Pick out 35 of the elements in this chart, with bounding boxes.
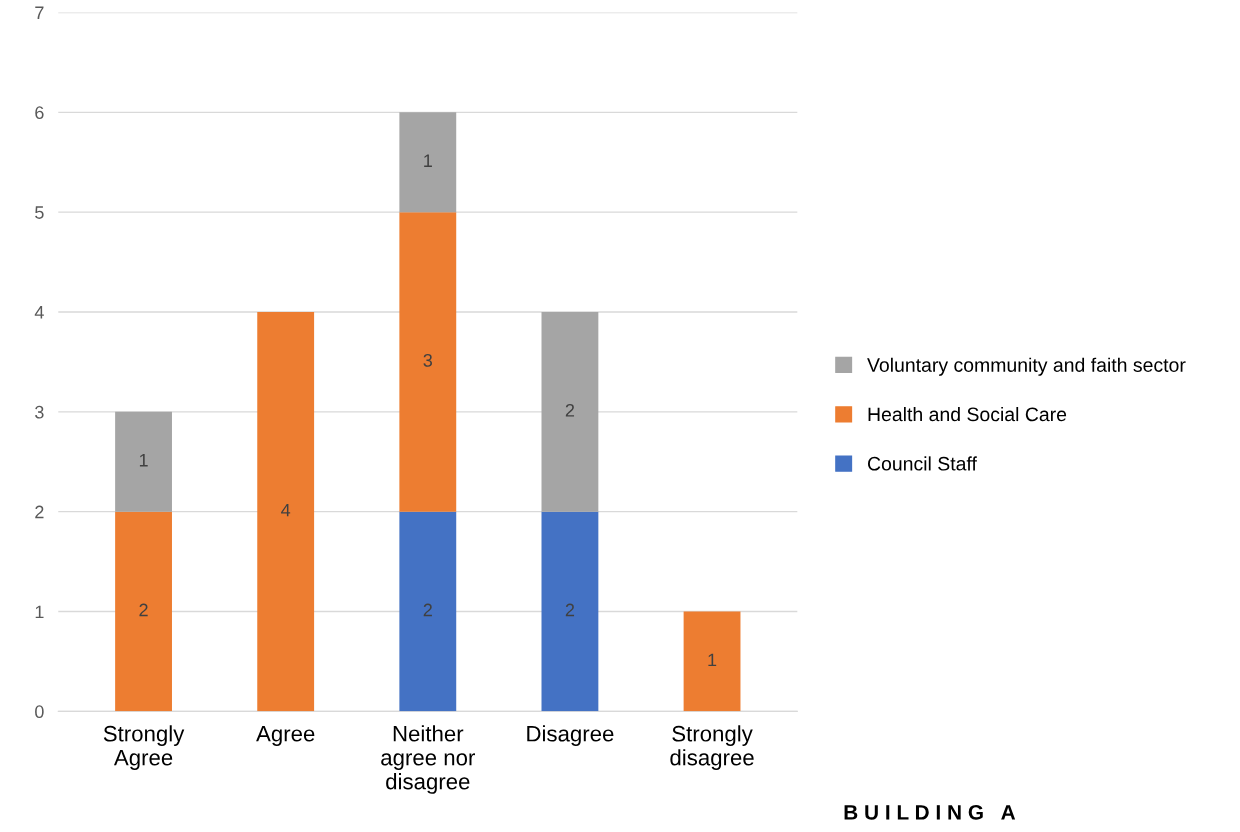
- legend-label: Health and Social Care: [868, 406, 1067, 422]
- bar: [257, 312, 315, 712]
- legend-label: Council Staff: [868, 456, 977, 471]
- y-tick-label: 5: [35, 206, 44, 219]
- x-tick-label: Strongly disagree: [670, 725, 754, 770]
- data-label: 4: [281, 503, 291, 517]
- x-tick-label: Disagree: [527, 725, 614, 746]
- data-label: 1: [424, 154, 432, 167]
- bar: [399, 511, 457, 712]
- y-tick-label: 1: [35, 605, 44, 619]
- y-tick-label: 3: [35, 405, 44, 419]
- bar: [541, 312, 599, 512]
- data-label: 2: [139, 603, 148, 617]
- data-label: 2: [423, 603, 432, 617]
- bar: [399, 112, 457, 213]
- bar: [115, 511, 172, 712]
- x-tick-label: Agree: [256, 726, 315, 746]
- y-tick-label: 6: [35, 106, 44, 120]
- data-label: 2: [565, 603, 575, 617]
- bar: [683, 611, 741, 712]
- data-label: 1: [708, 653, 717, 667]
- y-tick-label: 2: [35, 505, 44, 519]
- data-label: 1: [139, 454, 148, 467]
- bar: [541, 511, 599, 712]
- y-tick-label: 4: [34, 306, 44, 319]
- x-tick-label: Neither agree nor disagree: [381, 725, 475, 794]
- bar: [115, 411, 172, 512]
- bar: [399, 212, 457, 512]
- y-tick-label: 7: [35, 6, 44, 20]
- x-tick-label: Strongly Agree: [103, 725, 185, 770]
- data-label: 3: [423, 353, 433, 367]
- text: B U I L D I N G A: [844, 804, 1016, 820]
- y-tick-label: 0: [35, 705, 44, 719]
- legend-label: Voluntary community and faith sector: [867, 357, 1186, 376]
- data-label: 2: [565, 403, 575, 417]
